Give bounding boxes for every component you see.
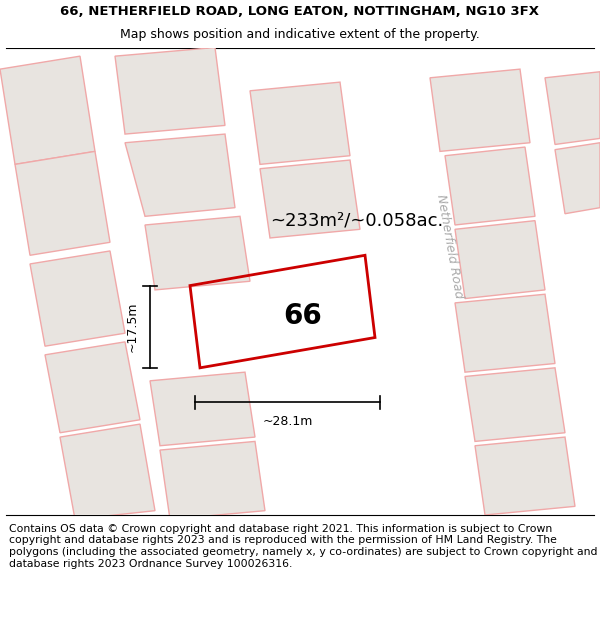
Polygon shape [115,48,225,134]
Text: 66, NETHERFIELD ROAD, LONG EATON, NOTTINGHAM, NG10 3FX: 66, NETHERFIELD ROAD, LONG EATON, NOTTIN… [61,6,539,18]
Polygon shape [160,441,265,519]
Polygon shape [60,424,155,519]
Polygon shape [465,368,565,441]
Polygon shape [15,151,110,255]
Polygon shape [0,56,95,164]
Polygon shape [475,437,575,515]
Polygon shape [555,142,600,214]
Text: 66: 66 [283,302,322,330]
Text: ~233m²/~0.058ac.: ~233m²/~0.058ac. [270,212,443,229]
Polygon shape [545,72,600,144]
Text: ~28.1m: ~28.1m [262,415,313,428]
Polygon shape [430,69,530,151]
Text: ~17.5m: ~17.5m [125,301,139,352]
Polygon shape [125,134,235,216]
Polygon shape [455,294,555,372]
Polygon shape [260,160,360,238]
Polygon shape [145,216,250,290]
Polygon shape [45,342,140,432]
Text: Contains OS data © Crown copyright and database right 2021. This information is : Contains OS data © Crown copyright and d… [9,524,598,569]
Polygon shape [355,48,560,515]
Polygon shape [250,82,350,164]
Polygon shape [150,372,255,446]
Text: Netherfield Road: Netherfield Road [434,194,466,300]
Polygon shape [30,251,125,346]
Text: Map shows position and indicative extent of the property.: Map shows position and indicative extent… [120,28,480,41]
Polygon shape [445,147,535,225]
Polygon shape [455,221,545,299]
